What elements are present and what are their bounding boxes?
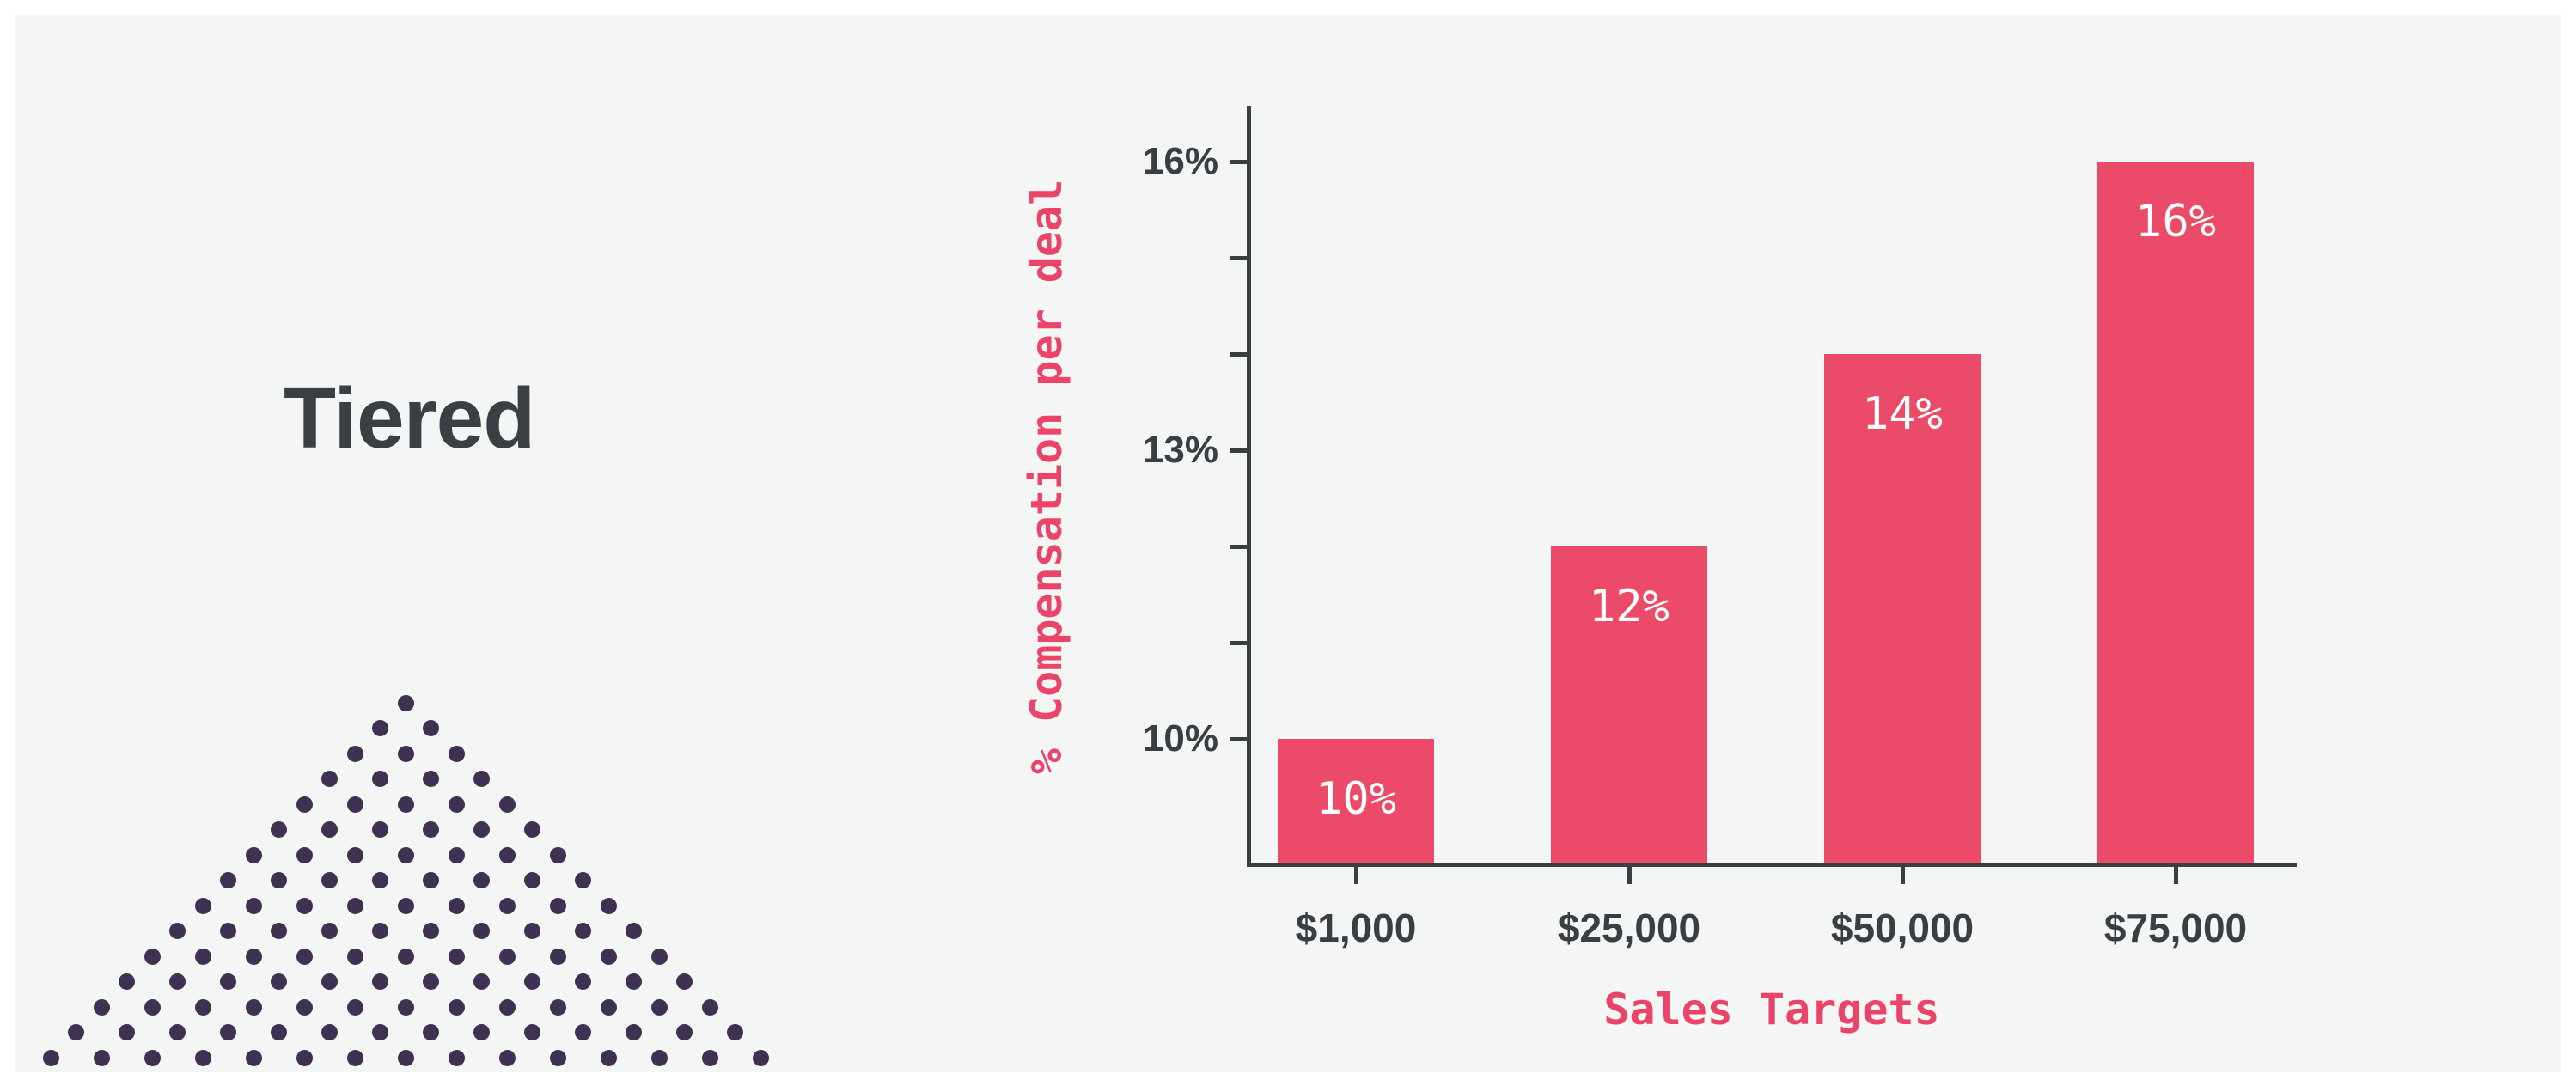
y-tick-label: 13% [1142,429,1218,471]
x-axis-tick [1627,867,1632,884]
y-tick-label: 10% [1142,717,1218,760]
y-axis-tick [1230,160,1247,164]
bar-value-label: 10% [1315,773,1396,825]
page-title: Tiered [284,370,535,467]
canvas-background: Tiered % Compensation per deal Sales Tar… [15,15,2561,1072]
x-axis-tick [1901,867,1905,884]
x-axis-title: Sales Targets [1603,985,1940,1034]
x-axis-line [1247,863,2297,867]
bar: 10% [1278,739,1434,863]
bar: 14% [1824,354,1981,863]
bar-value-label: 12% [1589,581,1670,632]
x-tick-label: $50,000 [1830,906,1975,950]
x-tick-label: $75,000 [2103,906,2248,950]
y-axis-tick [1230,352,1247,357]
y-axis-tick [1230,737,1247,741]
x-axis-tick [2174,867,2178,884]
y-axis-line [1247,106,1251,867]
y-tick-label: 16% [1142,140,1218,182]
y-axis-tick [1230,448,1247,453]
bar-value-label: 14% [1862,388,1943,440]
y-axis-tick [1230,545,1247,549]
x-tick-label: $25,000 [1557,906,1701,950]
bar-value-label: 16% [2135,196,2216,247]
y-axis-tick [1230,641,1247,645]
plot-area: 10% 13% 16% 10% $1,000 12% $25,000 14% $50,000 16… [15,15,2561,1072]
x-tick-label: $1,000 [1295,906,1417,950]
bar: 12% [1551,546,1707,863]
y-axis-tick [1230,256,1247,260]
x-axis-tick [1354,867,1358,884]
bar: 16% [2097,162,2254,863]
